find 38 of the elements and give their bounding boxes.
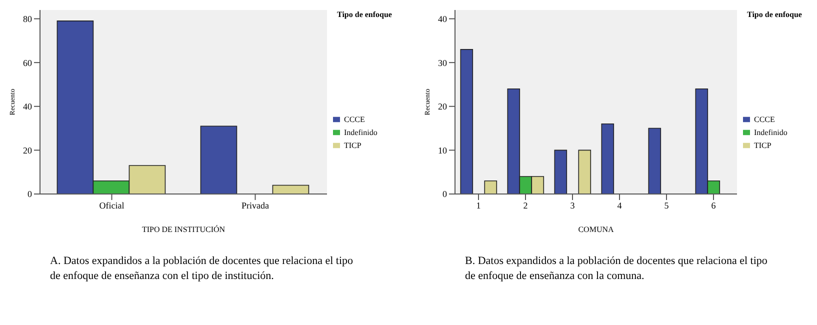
bar [484,180,498,194]
y-tick-label: 0 [28,189,32,200]
y-tick-label: 20 [438,102,448,112]
legend-title: Tipo de enfoque [747,10,803,20]
text: A. Datos expandidos a la población de docentes que relaciona el tipo de enfoque de enseñanza con el tipo de institución. [50,254,354,284]
y-tick-label: 60 [23,58,32,68]
y-tick-label: 20 [23,145,32,156]
y-tick-label: 40 [438,14,448,24]
x-tick-label: 2 [523,200,528,210]
legend-label: TICP [344,140,362,150]
legend-label: CCCE [344,114,365,124]
bar [272,184,310,194]
x-tick-label: Oficial [99,200,125,210]
y-tick-label: 80 [23,14,32,24]
bar [460,49,474,194]
bar [601,124,614,194]
legend-label: Indefinido [344,128,378,136]
legend-label: CCCE [754,114,775,124]
x-tick-label: 6 [711,200,716,210]
bar [200,126,238,194]
x-tick-label: 4 [617,200,622,210]
y-tick-label: 30 [438,58,448,68]
bar [554,150,568,194]
y-tick-label: 0 [442,189,448,200]
bar [648,128,662,194]
x-tick-label: 5 [664,200,670,210]
x-tick-label: Privada [242,200,269,210]
y-tick-label: 40 [23,102,32,112]
text: B. Datos expandidos a la población de docentes que relaciona el tipo de enfoque de enseñanza con la comuna. [465,254,768,284]
x-axis-title: COMUNA [578,225,614,234]
legend-title: Tipo de enfoque [337,10,393,20]
y-tick-label: 10 [438,145,448,156]
legend-label: TICP [754,140,772,150]
x-tick-label: 3 [570,200,576,210]
x-axis-title: TIPO DE INSTITUCIÓN [142,225,226,234]
x-tick-label: 1 [476,200,481,210]
bar [578,150,592,194]
legend-label: Indefinido [754,128,788,136]
